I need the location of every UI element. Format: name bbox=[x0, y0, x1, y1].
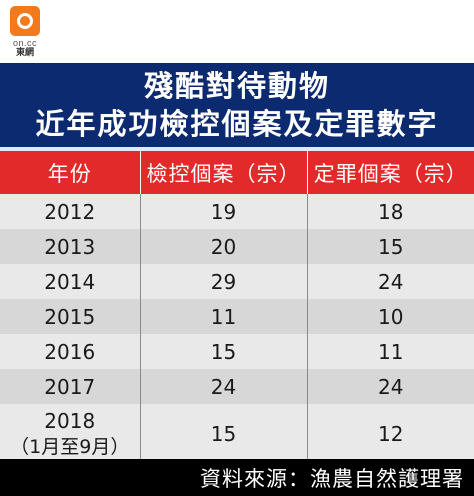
header-year: 年份 bbox=[0, 151, 141, 194]
header-convicted: 定罪個案（宗） bbox=[307, 151, 474, 194]
prosecuted-cell: 24 bbox=[140, 369, 308, 404]
prosecuted-cell: 15 bbox=[140, 334, 308, 369]
logo-name-text: 東網 bbox=[15, 48, 34, 58]
year-cell: 2015 bbox=[0, 299, 141, 334]
source-text: 資料來源：漁農自然護理署 bbox=[200, 466, 464, 491]
convicted-cell: 11 bbox=[307, 334, 474, 369]
prosecuted-cell: 15 bbox=[140, 404, 308, 464]
convicted-cell: 15 bbox=[307, 229, 474, 264]
convicted-cell: 12 bbox=[307, 404, 474, 464]
prosecuted-cell: 20 bbox=[140, 229, 308, 264]
table-row: 2018 （1月至9月） 15 12 bbox=[0, 404, 474, 464]
year-cell: 2018 （1月至9月） bbox=[0, 404, 141, 464]
year-cell: 2013 bbox=[0, 229, 141, 264]
year-cell: 2016 bbox=[0, 334, 141, 369]
table-header-row: 年份 檢控個案（宗） 定罪個案（宗） bbox=[0, 151, 474, 194]
title-line-2: 近年成功檢控個案及定罪數字 bbox=[35, 107, 439, 141]
convicted-cell: 18 bbox=[307, 194, 474, 229]
oncc-logo: on.cc 東網 bbox=[10, 6, 40, 58]
table-row: 2016 15 11 bbox=[0, 334, 474, 369]
title-line-1: 殘酷對待動物 bbox=[143, 69, 330, 103]
year-cell: 2012 bbox=[0, 194, 141, 229]
convicted-cell: 24 bbox=[307, 264, 474, 299]
year-value: 2018 bbox=[44, 409, 96, 433]
convicted-cell: 24 bbox=[307, 369, 474, 404]
logo-domain-text: on.cc bbox=[12, 38, 37, 48]
convicted-cell: 10 bbox=[307, 299, 474, 334]
year-cell: 2014 bbox=[0, 264, 141, 299]
table-row: 2013 20 15 bbox=[0, 229, 474, 264]
oncc-logo-icon bbox=[10, 6, 40, 36]
table-row: 2012 19 18 bbox=[0, 194, 474, 229]
prosecuted-cell: 11 bbox=[140, 299, 308, 334]
table-row: 2015 11 10 bbox=[0, 299, 474, 334]
statistics-table: 年份 檢控個案（宗） 定罪個案（宗） 2012 19 18 2013 20 15… bbox=[0, 151, 474, 464]
table-row: 2014 29 24 bbox=[0, 264, 474, 299]
prosecuted-cell: 29 bbox=[140, 264, 308, 299]
logo-ring-shape bbox=[17, 13, 33, 29]
year-cell: 2017 bbox=[0, 369, 141, 404]
header-prosecuted: 檢控個案（宗） bbox=[140, 151, 308, 194]
table-row: 2017 24 24 bbox=[0, 369, 474, 404]
year-period-note: （1月至9月） bbox=[10, 436, 130, 458]
title-band: 殘酷對待動物 近年成功檢控個案及定罪數字 bbox=[0, 63, 474, 151]
prosecuted-cell: 19 bbox=[140, 194, 308, 229]
source-bar: 資料來源：漁農自然護理署 bbox=[0, 459, 474, 496]
